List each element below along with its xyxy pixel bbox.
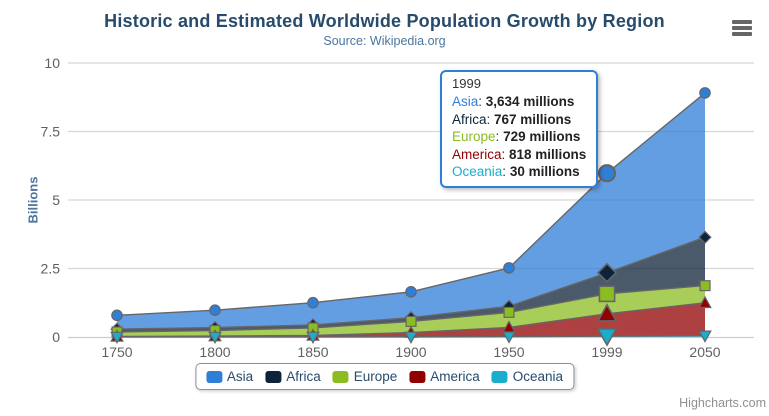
tooltip-header: 1999: [452, 76, 481, 91]
tooltip-series-value: 818 millions: [509, 146, 587, 162]
tooltip-series-name: Asia: [452, 94, 479, 109]
hamburger-menu-icon: [732, 20, 752, 24]
marker-oceania-1750[interactable]: [110, 331, 124, 345]
tooltip-row: America: 818 millions: [452, 146, 587, 162]
marker-america-2050[interactable]: [698, 295, 712, 309]
marker-europe-1999[interactable]: [598, 285, 616, 303]
y-axis-label: 5: [52, 192, 60, 208]
marker-asia-1750[interactable]: [111, 309, 123, 322]
tooltip-series-value: 729 millions: [503, 129, 581, 144]
legend-label: Europe: [353, 369, 398, 384]
area-africa[interactable]: [117, 237, 705, 332]
legend-label: Africa: [286, 369, 321, 384]
tooltip-series-name: America: [452, 146, 502, 162]
marker-asia-1900[interactable]: [405, 285, 417, 298]
legend-swatch-europe: [332, 370, 349, 383]
x-axis-label: 1950: [493, 344, 524, 360]
marker-asia-1800[interactable]: [209, 304, 221, 316]
tooltip-series-value: 30 millions: [509, 164, 580, 179]
x-axis-label: 1750: [101, 344, 132, 360]
y-axis-title: Billions: [25, 176, 41, 224]
area-asia[interactable]: [117, 92, 705, 330]
legend-item-america[interactable]: America: [409, 369, 480, 384]
x-axis-label: 1900: [395, 344, 426, 360]
marker-asia-2050[interactable]: [699, 87, 711, 99]
y-axis-label: 2.5: [41, 261, 61, 277]
marker-oceania-2050[interactable]: [698, 330, 712, 343]
legend-swatch-oceania: [491, 370, 508, 383]
marker-europe-2050[interactable]: [699, 280, 711, 292]
marker-oceania-1850[interactable]: [306, 331, 320, 345]
marker-asia-1950[interactable]: [503, 262, 515, 274]
tooltip-series-name: Africa: [452, 111, 487, 127]
tooltip-row: Oceania: 30 millions: [452, 164, 580, 179]
tooltip-series-value: 767 millions: [494, 111, 572, 127]
x-axis-label: 2050: [689, 344, 720, 360]
chart-subtitle: Source: Wikipedia.org: [323, 34, 446, 48]
tooltip: 1999 Asia: 3,634 millions Africa: 767 mil…: [440, 70, 599, 188]
marker-africa-1999[interactable]: [596, 262, 618, 283]
marker-america-1999[interactable]: [596, 303, 618, 322]
tooltip-series-name: Europe: [452, 129, 496, 144]
y-axis-label: 10: [44, 55, 60, 71]
x-axis-label: 1800: [199, 344, 230, 360]
legend-item-asia[interactable]: Asia: [205, 369, 254, 384]
x-axis-label: 1850: [297, 344, 328, 360]
export-menu-button[interactable]: [732, 20, 752, 38]
tooltip-rows: Asia: 3,634 millions Africa: 767 millions…: [452, 93, 586, 181]
marker-africa-2050[interactable]: [698, 230, 712, 244]
marker-oceania-1950[interactable]: [502, 331, 516, 344]
legend-swatch-america: [409, 370, 426, 383]
marker-europe-1950[interactable]: [503, 306, 515, 318]
y-axis-label: 0: [52, 329, 60, 345]
legend-label: Oceania: [512, 369, 564, 384]
tooltip-row: Africa: 767 millions: [452, 111, 572, 127]
legend-label: America: [430, 369, 480, 384]
tooltip-series-value: 3,634 millions: [485, 94, 575, 109]
hamburger-menu-icon: [732, 26, 752, 30]
marker-asia-1999[interactable]: [597, 164, 617, 183]
tooltip-row: Europe: 729 millions: [452, 129, 581, 144]
legend-swatch-africa: [265, 370, 282, 383]
hamburger-menu-icon: [732, 32, 752, 36]
marker-oceania-1800[interactable]: [208, 331, 222, 345]
legend-item-africa[interactable]: Africa: [265, 369, 321, 384]
y-axis-label: 7.5: [41, 124, 61, 140]
x-axis-label: 1999: [591, 344, 622, 360]
legend-label: Asia: [226, 369, 254, 384]
marker-asia-1850[interactable]: [307, 296, 319, 309]
legend-item-oceania[interactable]: Oceania: [491, 369, 564, 384]
chart-title: Historic and Estimated Worldwide Populat…: [104, 11, 665, 31]
marker-oceania-1999[interactable]: [596, 328, 618, 347]
legend: Asia Africa Europe America Oceania: [194, 363, 575, 390]
tooltip-row: Asia: 3,634 millions: [452, 94, 575, 109]
area-america[interactable]: [117, 302, 705, 337]
legend-item-europe[interactable]: Europe: [332, 369, 398, 384]
marker-oceania-1900[interactable]: [404, 331, 418, 344]
tooltip-series-name: Oceania: [452, 164, 503, 179]
credits-link[interactable]: Highcharts.com: [679, 396, 766, 410]
marker-europe-1900[interactable]: [405, 315, 417, 327]
legend-swatch-asia: [205, 370, 222, 383]
